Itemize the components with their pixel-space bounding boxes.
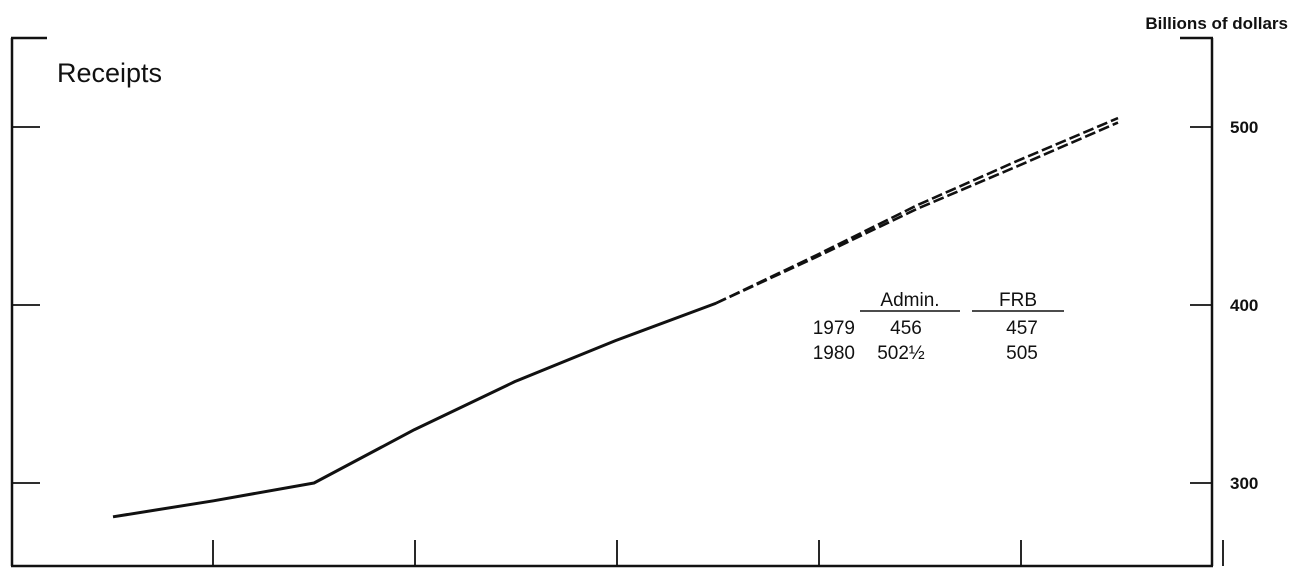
table-header-admin: Admin. xyxy=(880,290,939,311)
y-axis-label: Billions of dollars xyxy=(1145,14,1288,33)
table-row-year: 1980 xyxy=(813,343,855,364)
table-cell-frb: 505 xyxy=(1006,343,1038,364)
y-tick-label: 300 xyxy=(1230,474,1258,493)
table-cell-admin: 456 xyxy=(890,318,922,339)
series-line-projection xyxy=(715,116,1119,305)
x-ticks xyxy=(212,540,1224,566)
table-row-year: 1979 xyxy=(813,318,855,339)
series-lines xyxy=(112,116,1119,519)
table-cell-frb: 457 xyxy=(1006,318,1038,339)
chart-title: Receipts xyxy=(57,58,162,88)
series-line-actual xyxy=(112,301,717,519)
y-tick-label: 400 xyxy=(1230,296,1258,315)
table-cell-admin: 502½ xyxy=(877,343,925,364)
value-table: Admin. FRB 1979 456 457 1980 502½ 505 xyxy=(813,290,1064,364)
y-tick-label: 500 xyxy=(1230,118,1258,137)
series-line-projection xyxy=(715,121,1119,305)
table-header-frb: FRB xyxy=(999,290,1037,311)
y-ticks: 300 400 500 xyxy=(12,118,1258,493)
